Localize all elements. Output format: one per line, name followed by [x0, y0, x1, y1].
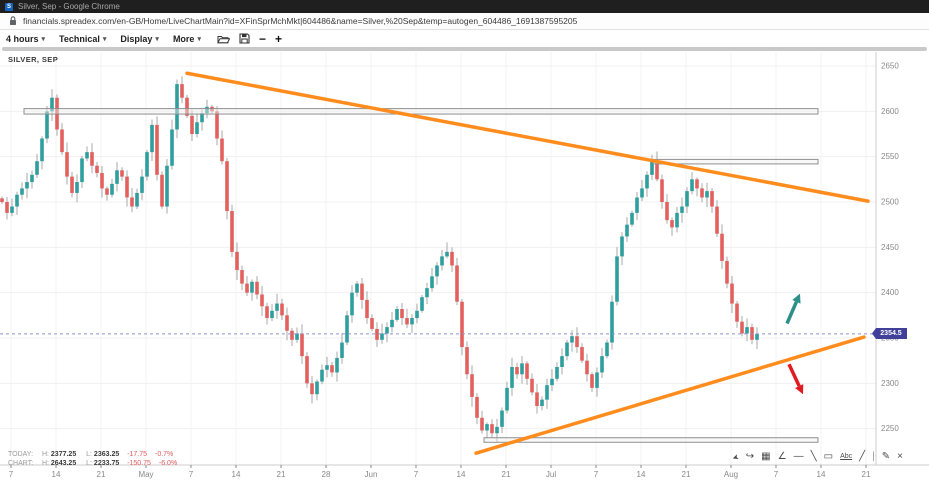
svg-text:14: 14 — [52, 470, 61, 479]
today-low: 2363.25 — [93, 451, 120, 458]
text-tool-icon[interactable]: Abc — [840, 453, 853, 460]
low-prefix: L: — [86, 460, 92, 467]
chevron-down-icon: ▾ — [102, 35, 107, 43]
svg-text:7: 7 — [9, 470, 14, 479]
chart-scrollbar[interactable] — [2, 47, 927, 51]
chevron-down-icon: ▾ — [155, 35, 159, 43]
zoom-in-button[interactable]: + — [274, 31, 282, 46]
timeframe-dropdown[interactable]: 4 hours ▾ — [6, 34, 45, 44]
annotation-boxes — [23, 108, 819, 443]
svg-text:7: 7 — [414, 470, 419, 479]
svg-text:21: 21 — [97, 470, 106, 479]
chart-stats-row: CHART: H: 2643.25 L: 2233.75 -150.75 -6.… — [8, 459, 177, 468]
zoom-out-button[interactable]: − — [258, 31, 266, 46]
today-stats-row: TODAY: H: 2377.25 L: 2363.25 -17.75 -0.7… — [8, 450, 177, 459]
toolbar-separator: | — [872, 451, 875, 462]
more-dropdown[interactable]: More ▾ — [173, 34, 201, 44]
session-stats: TODAY: H: 2377.25 L: 2363.25 -17.75 -0.7… — [8, 450, 177, 468]
direction-arrows — [785, 293, 804, 395]
svg-text:7: 7 — [189, 470, 194, 479]
chart-change: -150.75 — [127, 460, 151, 467]
chart-symbol-label: SILVER, SEP — [8, 55, 59, 64]
trend-lines — [185, 71, 870, 455]
svg-text:2400: 2400 — [881, 288, 899, 297]
folder-open-icon — [217, 35, 230, 43]
chart-high: 2643.25 — [50, 460, 77, 467]
today-label: TODAY: — [8, 451, 34, 458]
display-label: Display — [120, 33, 153, 44]
svg-text:2300: 2300 — [881, 379, 899, 388]
address-url[interactable]: financials.spreadex.com/en-GB/Home/LiveC… — [23, 16, 578, 26]
svg-text:Jul: Jul — [546, 470, 556, 479]
diagonal-line-tool-icon[interactable]: ╱ — [859, 451, 866, 462]
svg-text:2650: 2650 — [881, 62, 899, 71]
chart-toolbar: 4 hours ▾ Technical ▾ Display ▾ More ▾ — [0, 30, 929, 47]
padlock-icon — [10, 16, 16, 25]
technical-dropdown[interactable]: Technical ▾ — [59, 34, 106, 44]
svg-text:2600: 2600 — [881, 107, 899, 116]
svg-text:14: 14 — [457, 470, 466, 479]
pointer-tool-icon[interactable]: ➤ — [730, 452, 741, 463]
save-icon — [239, 33, 250, 44]
fan-lines-tool-icon[interactable]: ∠ — [777, 451, 787, 462]
chart-low: 2233.75 — [93, 460, 120, 467]
url-bar[interactable]: financials.spreadex.com/en-GB/Home/LiveC… — [0, 13, 929, 30]
svg-text:May: May — [138, 470, 153, 479]
current-price-value: 2354.5 — [880, 330, 902, 337]
grid-tool-icon[interactable]: ▦ — [761, 451, 771, 462]
site-favicon: S — [5, 2, 13, 11]
today-change-pct: -0.7% — [155, 451, 174, 458]
drawing-toolbar: ➤ ↪ ▦ ∠ — ╲ ▭ Abc ╱ | ✎ × — [730, 451, 903, 463]
horizontal-line-tool-icon[interactable]: — — [793, 451, 804, 462]
technical-label: Technical — [59, 33, 100, 44]
more-label: More — [172, 33, 195, 44]
chart-area: 2650260025502500245024002350230022507142… — [0, 47, 929, 486]
svg-text:7: 7 — [774, 470, 779, 479]
svg-text:Aug: Aug — [724, 470, 738, 479]
svg-text:21: 21 — [277, 470, 286, 479]
today-change: -17.75 — [127, 451, 148, 458]
trend-line-tool-icon[interactable]: ╲ — [810, 451, 817, 462]
svg-text:21: 21 — [862, 470, 871, 479]
candlesticks — [0, 76, 759, 443]
today-high: 2377.25 — [50, 451, 77, 458]
svg-text:2550: 2550 — [881, 152, 899, 161]
chart-change-pct: -6.0% — [158, 460, 178, 467]
svg-text:28: 28 — [322, 470, 331, 479]
current-price-badge: 2354.5 — [872, 328, 907, 339]
svg-text:14: 14 — [817, 470, 826, 479]
svg-text:2250: 2250 — [881, 424, 899, 433]
axes: 2650260025502500245024002350230022507142… — [0, 52, 929, 479]
price-chart-canvas[interactable]: 2650260025502500245024002350230022507142… — [0, 47, 929, 486]
window-titlebar: S Silver, Sep - Google Chrome — [0, 0, 929, 13]
svg-text:14: 14 — [637, 470, 646, 479]
high-prefix: H: — [41, 460, 49, 467]
svg-text:7: 7 — [594, 470, 599, 479]
high-prefix: H: — [41, 451, 49, 458]
chevron-down-icon: ▾ — [197, 35, 201, 43]
svg-text:2450: 2450 — [881, 243, 899, 252]
svg-text:21: 21 — [502, 470, 511, 479]
grid-lines — [0, 52, 876, 465]
open-chart-button[interactable] — [217, 34, 230, 44]
timeframe-label: 4 hours — [6, 33, 39, 44]
chevron-down-icon: ▾ — [41, 35, 46, 43]
save-chart-button[interactable] — [239, 33, 250, 44]
pencil-tool-icon[interactable]: ✎ — [881, 451, 891, 462]
window-title: Silver, Sep - Google Chrome — [18, 2, 120, 11]
polyline-arrow-tool-icon[interactable]: ↪ — [745, 451, 755, 462]
svg-text:21: 21 — [682, 470, 691, 479]
rectangle-tool-icon[interactable]: ▭ — [823, 451, 834, 462]
chart-label: CHART: — [8, 460, 34, 467]
low-prefix: L: — [86, 451, 92, 458]
display-dropdown[interactable]: Display ▾ — [120, 34, 159, 44]
svg-text:2500: 2500 — [881, 198, 899, 207]
svg-text:14: 14 — [232, 470, 241, 479]
svg-text:Jun: Jun — [365, 470, 378, 479]
close-toolbar-icon[interactable]: × — [897, 451, 903, 462]
